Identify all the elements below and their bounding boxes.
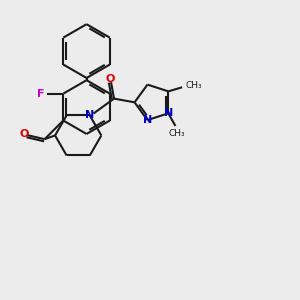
Text: F: F	[37, 88, 45, 99]
Text: N: N	[85, 110, 94, 120]
Text: O: O	[20, 129, 29, 139]
Text: N: N	[143, 115, 152, 125]
Text: CH₃: CH₃	[168, 129, 185, 138]
Text: N: N	[164, 108, 173, 118]
Text: CH₃: CH₃	[185, 81, 202, 90]
Text: O: O	[106, 74, 115, 84]
